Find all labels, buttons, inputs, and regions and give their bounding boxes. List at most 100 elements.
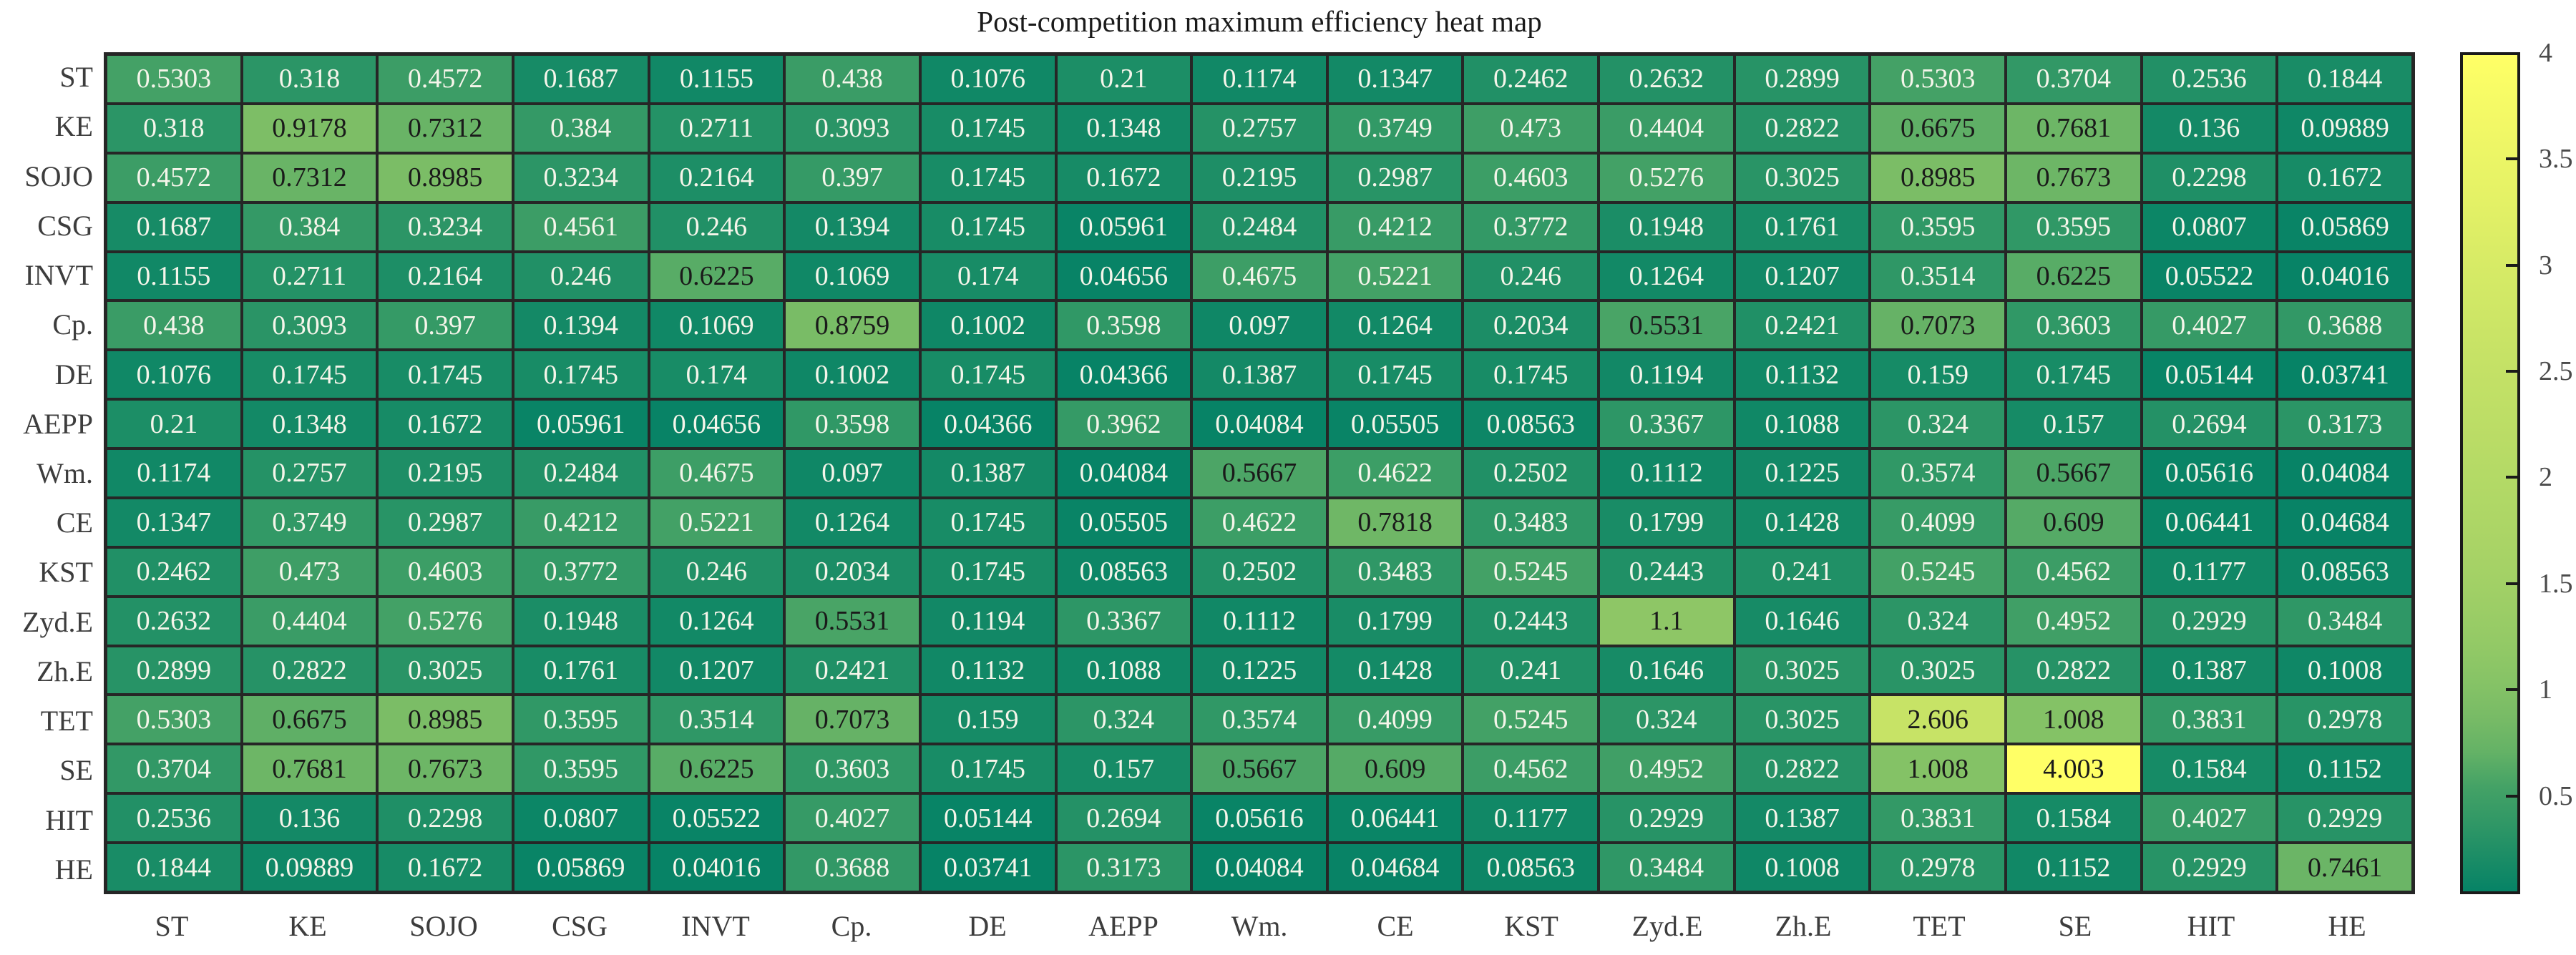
heatmap-cell: 0.3595	[514, 696, 648, 743]
heatmap-cell: 0.3574	[1871, 450, 2005, 496]
heatmap-cell: 0.438	[107, 302, 240, 349]
heatmap-cell: 0.1088	[1735, 401, 1869, 448]
heatmap-cell: 0.4603	[379, 548, 512, 595]
heatmap-cell: 0.3831	[1871, 795, 2005, 842]
col-label: INVT	[681, 909, 750, 942]
heatmap-cell: 0.3025	[1735, 647, 1869, 694]
heatmap-cell: 0.609	[1328, 745, 1462, 793]
heatmap-cell: 0.2929	[1600, 795, 1733, 842]
heatmap-cell: 0.1387	[2142, 647, 2276, 694]
heatmap-cell: 0.2536	[2142, 56, 2276, 102]
heatmap-cell: 0.3025	[379, 647, 512, 694]
heatmap-cell: 0.1132	[921, 647, 1055, 694]
heatmap-cell: 0.2443	[1464, 597, 1598, 645]
heatmap-cell: 0.5221	[1328, 253, 1462, 300]
heatmap-cell: 0.21	[1057, 56, 1191, 102]
heatmap-cell: 0.2978	[1871, 844, 2005, 891]
colorbar-tick	[2506, 263, 2517, 267]
heatmap-cell: 0.159	[1871, 351, 2005, 398]
heatmap-cell: 1.1	[1600, 597, 1733, 645]
heatmap-cell: 0.1948	[514, 597, 648, 645]
heatmap-cell: 0.4404	[1600, 104, 1733, 152]
row-label: Wm.	[36, 456, 93, 489]
col-label: ST	[155, 909, 189, 942]
heatmap-cell: 0.2195	[1193, 154, 1326, 201]
heatmap-cell: 0.5531	[1600, 302, 1733, 349]
heatmap-cell: 0.324	[1871, 401, 2005, 448]
heatmap-cell: 0.1745	[921, 203, 1055, 250]
heatmap-cell: 0.7312	[243, 154, 376, 201]
heatmap-cell: 0.7681	[243, 745, 376, 793]
heatmap-cell: 0.1745	[379, 351, 512, 398]
heatmap-cell: 0.397	[379, 302, 512, 349]
heatmap-cell: 0.1264	[1328, 302, 1462, 349]
heatmap-cell: 0.08563	[1464, 401, 1598, 448]
heatmap-cell: 0.3688	[786, 844, 919, 891]
heatmap-cell: 0.609	[2007, 499, 2140, 546]
colorbar-tick-label: 1.5	[2539, 568, 2573, 599]
heatmap-cell: 0.2502	[1464, 450, 1598, 496]
heatmap-cell: 0.3367	[1057, 597, 1191, 645]
col-label: SOJO	[409, 909, 478, 942]
heatmap-cell: 0.5303	[107, 696, 240, 743]
heatmap-cell: 0.1207	[650, 647, 784, 694]
heatmap-cell: 0.3749	[1328, 104, 1462, 152]
row-label: CE	[56, 506, 93, 539]
heatmap-cell: 0.1088	[1057, 647, 1191, 694]
heatmap-cell: 0.1646	[1600, 647, 1733, 694]
heatmap-cell: 1.008	[2007, 696, 2140, 743]
colorbar-tick	[2506, 794, 2517, 798]
heatmap-cell: 0.1174	[1193, 56, 1326, 102]
row-label: INVT	[24, 259, 93, 292]
heatmap-cell: 0.1799	[1328, 597, 1462, 645]
heatmap-cell: 0.05616	[2142, 450, 2276, 496]
heatmap-cell: 0.318	[107, 104, 240, 152]
heatmap-cell: 0.05144	[921, 795, 1055, 842]
heatmap-cell: 0.4675	[650, 450, 784, 496]
heatmap-cell: 0.3749	[243, 499, 376, 546]
heatmap-cell: 0.1002	[921, 302, 1055, 349]
heatmap-cell: 0.3595	[2007, 203, 2140, 250]
row-label: ST	[59, 61, 93, 94]
heatmap-cell: 0.3025	[1735, 696, 1869, 743]
heatmap-cell: 0.21	[107, 401, 240, 448]
heatmap-cell: 0.1745	[514, 351, 648, 398]
heatmap-cell: 0.1394	[514, 302, 648, 349]
col-label: AEPP	[1088, 909, 1158, 942]
heatmap-cell: 0.7818	[1328, 499, 1462, 546]
heatmap-cell: 0.3514	[1871, 253, 2005, 300]
heatmap-cell: 0.2632	[1600, 56, 1733, 102]
heatmap-cell: 0.4572	[107, 154, 240, 201]
heatmap-cell: 0.6225	[650, 745, 784, 793]
heatmap-cell: 0.3093	[243, 302, 376, 349]
heatmap-cell: 0.1076	[107, 351, 240, 398]
heatmap-cell: 0.136	[243, 795, 376, 842]
heatmap-cell: 0.05144	[2142, 351, 2276, 398]
heatmap-cell: 0.08563	[2278, 548, 2411, 595]
heatmap-cell: 0.397	[786, 154, 919, 201]
heatmap-cell: 0.1799	[1600, 499, 1733, 546]
colorbar-tick-label: 2	[2539, 462, 2552, 493]
heatmap-cell: 0.04656	[650, 401, 784, 448]
heatmap-cell: 0.04366	[921, 401, 1055, 448]
heatmap-cell: 0.09889	[243, 844, 376, 891]
heatmap-cell: 0.2757	[243, 450, 376, 496]
heatmap-cell: 0.1428	[1328, 647, 1462, 694]
heatmap-cell: 0.3704	[107, 745, 240, 793]
heatmap-cell: 0.2757	[1193, 104, 1326, 152]
heatmap-cell: 0.6225	[650, 253, 784, 300]
heatmap-cell: 0.04366	[1057, 351, 1191, 398]
heatmap-cell: 0.2822	[243, 647, 376, 694]
heatmap-cell: 0.2034	[1464, 302, 1598, 349]
heatmap-cell: 0.1387	[921, 450, 1055, 496]
heatmap-cell: 0.1132	[1735, 351, 1869, 398]
heatmap-cell: 0.6675	[243, 696, 376, 743]
heatmap-cell: 0.5531	[786, 597, 919, 645]
heatmap-cell: 0.1584	[2007, 795, 2140, 842]
heatmap-cell: 0.09889	[2278, 104, 2411, 152]
col-label: Zh.E	[1775, 909, 1832, 942]
heatmap-cell: 0.2711	[243, 253, 376, 300]
heatmap-cell: 0.4562	[1464, 745, 1598, 793]
heatmap-cell: 0.5245	[1871, 548, 2005, 595]
